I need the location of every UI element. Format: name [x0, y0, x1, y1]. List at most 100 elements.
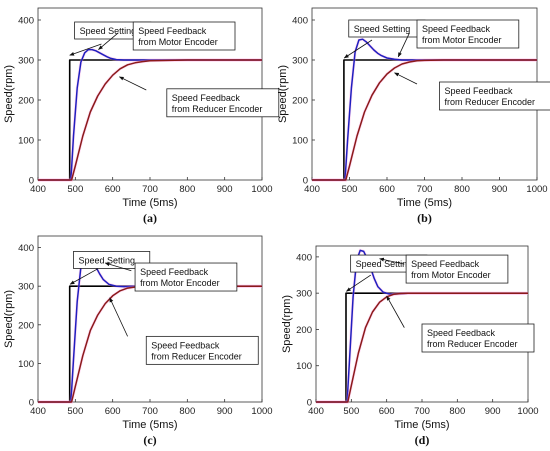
x-tick-label: 800	[454, 184, 470, 195]
reducer-encoder-line	[38, 59, 262, 181]
reducer-encoder-annotation-box	[166, 88, 280, 118]
motor-encoder-annotation-text: from Motor Encoder	[422, 35, 502, 45]
reducer-encoder-annotation-box	[439, 81, 550, 111]
x-tick-label: 1000	[251, 406, 272, 417]
motor-encoder-arrow	[98, 32, 119, 50]
motor-encoder-arrow	[379, 257, 405, 265]
speed-setting-annotation-text: Speed Setting	[80, 26, 137, 36]
x-tick-label: 400	[304, 184, 320, 195]
motor-encoder-annotation-box	[405, 254, 509, 284]
panel-caption: (a)	[143, 211, 157, 225]
reducer-encoder-annotation-text: from Reducer Encoder	[445, 97, 536, 107]
speed-setting-arrow	[343, 39, 373, 59]
x-tick-label: 800	[449, 406, 465, 417]
y-axis-label: Speed(rpm)	[277, 65, 289, 123]
y-tick-label: 200	[296, 325, 312, 336]
speed-setting-arrow	[69, 43, 102, 56]
motor-encoder-annotation-text: Speed Feedback	[422, 24, 491, 34]
x-axis-label: Time (5ms)	[394, 419, 449, 431]
motor-encoder-annotation-text: Speed Feedback	[138, 26, 207, 36]
x-tick-label: 500	[67, 184, 83, 195]
y-tick-label: 400	[18, 16, 34, 27]
motor-encoder-arrow	[104, 262, 132, 272]
y-tick-label: 0	[303, 176, 308, 187]
reducer-encoder-annotation-box	[145, 335, 259, 365]
x-tick-label: 600	[105, 406, 121, 417]
x-tick-label: 700	[142, 406, 158, 417]
x-tick-label: 500	[343, 406, 359, 417]
speed-setting-arrow	[69, 268, 98, 285]
y-tick-label: 300	[18, 56, 34, 67]
reducer-encoder-annotation-text: from Reducer Encoder	[427, 339, 518, 349]
y-tick-label: 200	[18, 96, 34, 107]
speed-setting-annotation-text: Speed Setting	[356, 259, 413, 269]
reducer-encoder-arrow	[394, 72, 418, 85]
motor-encoder-annotation-box	[134, 262, 238, 292]
x-tick-label: 1000	[517, 406, 538, 417]
y-tick-label: 300	[296, 289, 312, 300]
speed-setting-arrow	[345, 274, 371, 292]
reducer-encoder-annotation-text: from Reducer Encoder	[151, 351, 242, 361]
y-tick-label: 400	[18, 243, 34, 254]
x-tick-label: 500	[342, 184, 358, 195]
panel-a: 400 500 600 700 800 900 1000 0 100 200 300 400 Time …	[3, 7, 280, 225]
x-tick-label: 700	[417, 184, 433, 195]
y-tick-label: 200	[292, 96, 308, 107]
panel-d: 400 500 600 700 800 900 1000 0 100 200 300 400 Time …	[281, 245, 539, 447]
x-tick-label: 600	[379, 184, 395, 195]
motor-encoder-annotation-text: from Motor Encoder	[138, 37, 218, 47]
y-tick-label: 100	[292, 136, 308, 147]
reducer-encoder-annotation-box	[421, 323, 535, 353]
speed-setting-annotation-box	[73, 251, 151, 269]
motor-encoder-annotation-text: Speed Feedback	[140, 267, 209, 277]
x-tick-label: 400	[30, 406, 46, 417]
reducer-encoder-annotation-text: from Reducer Encoder	[172, 104, 263, 114]
y-tick-label: 0	[29, 176, 34, 187]
reducer-encoder-annotation-text: Speed Feedback	[427, 328, 496, 338]
y-tick-label: 400	[292, 16, 308, 27]
reducer-encoder-arrow	[118, 76, 147, 91]
x-tick-label: 800	[179, 184, 195, 195]
reducer-encoder-annotation-text: Speed Feedback	[445, 86, 514, 96]
panel-c: 400 500 600 700 800 900 1000 0 100 200 300 400 Time …	[3, 235, 273, 447]
reducer-encoder-line	[312, 59, 537, 181]
panel-caption: (d)	[415, 433, 430, 447]
x-tick-label: 900	[485, 406, 501, 417]
x-tick-label: 900	[217, 184, 233, 195]
motor-encoder-line	[38, 48, 262, 181]
x-tick-label: 900	[217, 406, 233, 417]
y-tick-label: 100	[18, 136, 34, 147]
panel-caption: (b)	[417, 211, 432, 225]
y-tick-label: 200	[18, 320, 34, 331]
motor-encoder-annotation-text: from Motor Encoder	[140, 278, 220, 288]
motor-encoder-arrow	[397, 32, 410, 58]
y-tick-label: 0	[29, 398, 34, 409]
x-tick-label: 600	[105, 184, 121, 195]
y-tick-label: 300	[18, 282, 34, 293]
motor-encoder-annotation-text: from Motor Encoder	[411, 270, 491, 280]
motor-encoder-annotation-text: Speed Feedback	[411, 259, 480, 269]
motor-encoder-annotation-box	[132, 21, 236, 51]
y-axis-label: Speed(rpm)	[3, 65, 15, 123]
x-tick-label: 1000	[526, 184, 547, 195]
x-tick-label: 800	[179, 406, 195, 417]
panel-caption: (c)	[143, 433, 156, 447]
reducer-encoder-arrow	[109, 297, 128, 337]
y-tick-label: 100	[296, 361, 312, 372]
x-axis-label: Time (5ms)	[122, 419, 177, 431]
x-tick-label: 900	[492, 184, 508, 195]
speed-setting-annotation-text: Speed Setting	[354, 24, 411, 34]
reducer-encoder-arrow	[386, 295, 405, 328]
motor-encoder-annotation-box	[416, 19, 520, 49]
x-tick-label: 500	[67, 406, 83, 417]
x-axis-label: Time (5ms)	[397, 197, 452, 209]
panel-b: 400 500 600 700 800 900 1000 0 100 200 300 400 Time …	[277, 7, 550, 225]
x-tick-label: 1000	[251, 184, 272, 195]
y-tick-label: 300	[292, 56, 308, 67]
x-axis-label: Time (5ms)	[122, 197, 177, 209]
x-tick-label: 600	[379, 406, 395, 417]
y-tick-label: 0	[307, 398, 312, 409]
reducer-encoder-line	[316, 292, 528, 403]
y-tick-label: 400	[296, 252, 312, 263]
